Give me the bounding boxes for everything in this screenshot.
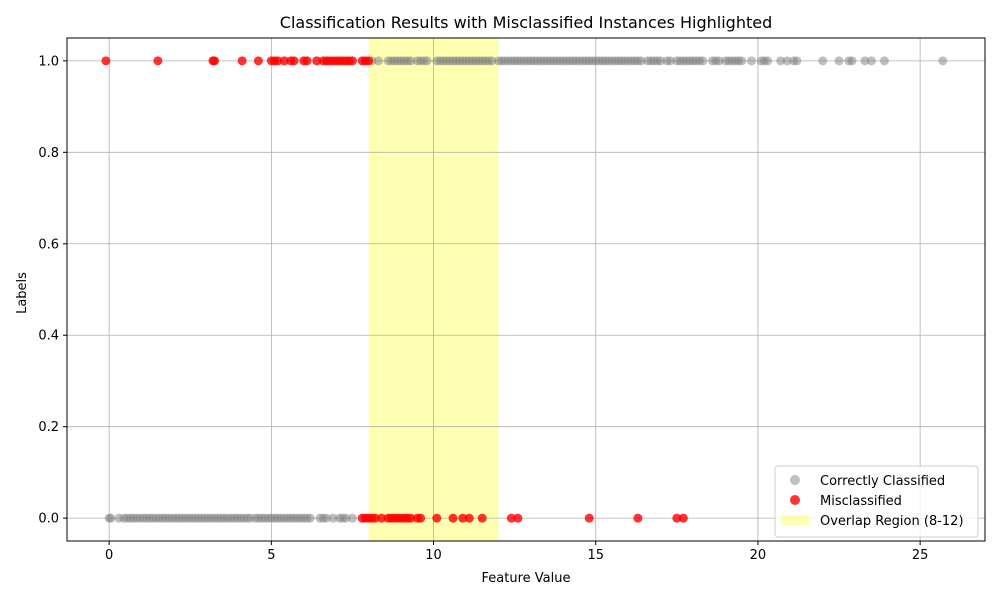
misclassified-point <box>432 513 442 523</box>
x-axis-label: Feature Value <box>482 571 571 586</box>
misclassified-point <box>370 513 380 523</box>
correct-point <box>834 56 844 66</box>
correct-point <box>866 56 876 66</box>
misclassified-point <box>513 513 523 523</box>
correct-point <box>106 513 116 523</box>
correct-point <box>818 56 828 66</box>
correct-point <box>737 56 747 66</box>
correct-point <box>847 56 857 66</box>
legend: Correctly Classified Misclassified Overl… <box>774 465 979 538</box>
misclassified-point <box>273 56 283 66</box>
misclassified-point <box>253 56 263 66</box>
misclassified-point <box>477 513 487 523</box>
correct-point <box>373 56 383 66</box>
misclassified-point <box>302 56 312 66</box>
y-tick-label: 0.8 <box>38 146 59 161</box>
y-tick-label: 0.2 <box>38 420 59 435</box>
correct-point <box>328 513 338 523</box>
correct-point <box>782 56 792 66</box>
misclassified-point <box>633 513 643 523</box>
axes-frame <box>66 37 986 542</box>
correct-point <box>879 56 889 66</box>
misclassified-point <box>678 513 688 523</box>
misclassified-point <box>237 56 247 66</box>
correct-point <box>422 56 432 66</box>
misclassified-point <box>153 56 163 66</box>
misclassified-point <box>101 56 111 66</box>
misclassified-point <box>289 56 299 66</box>
x-tick-label: 20 <box>750 548 767 563</box>
y-tick-label: 0.6 <box>38 237 59 252</box>
legend-correct-label: Correctly Classified <box>820 474 945 489</box>
misclassified-point <box>210 56 220 66</box>
misclassified-point <box>279 56 289 66</box>
correct-point <box>656 56 666 66</box>
correct-point <box>406 56 416 66</box>
misclassified-point <box>448 513 458 523</box>
legend-misclassified-label: Misclassified <box>820 494 902 509</box>
misclassified-point <box>672 513 682 523</box>
x-tick-label: 15 <box>587 548 604 563</box>
correct-point <box>636 56 646 66</box>
x-tick-label: 0 <box>105 548 113 563</box>
x-tick-label: 10 <box>425 548 442 563</box>
correct-point <box>698 56 708 66</box>
misclassified-point <box>464 513 474 523</box>
correct-point <box>860 56 870 66</box>
correct-point <box>792 56 802 66</box>
misclassified-point <box>458 513 468 523</box>
correct-point <box>938 56 948 66</box>
correct-point <box>776 56 786 66</box>
misclassified-point <box>377 513 387 523</box>
misclassified-point <box>347 56 357 66</box>
chart-title: Classification Results with Misclassifie… <box>280 13 772 32</box>
correct-point <box>322 513 332 523</box>
correct-point <box>746 56 756 66</box>
legend-correct-marker <box>790 475 800 485</box>
x-tick-label: 25 <box>912 548 929 563</box>
x-tick-label: 5 <box>267 548 275 563</box>
misclassified-point <box>312 56 322 66</box>
y-tick-label: 0.4 <box>38 329 59 344</box>
legend-frame <box>774 465 979 538</box>
misclassified-point <box>406 513 416 523</box>
y-tick-label: 0.0 <box>38 512 59 527</box>
y-axis-label: Labels <box>15 272 30 314</box>
y-tick-label: 1.0 <box>38 54 59 69</box>
correct-point <box>665 56 675 66</box>
correct-point <box>305 513 315 523</box>
correct-point <box>714 56 724 66</box>
legend-misclassified-marker <box>790 495 800 505</box>
misclassified-point <box>416 513 426 523</box>
misclassified-point <box>506 513 516 523</box>
legend-region-label: Overlap Region (8-12) <box>820 514 964 529</box>
correct-point <box>763 56 773 66</box>
misclassified-point <box>584 513 594 523</box>
correct-point <box>487 56 497 66</box>
misclassified-point <box>364 56 374 66</box>
correct-point <box>347 513 357 523</box>
correct-point <box>341 513 351 523</box>
legend-region-swatch <box>781 515 809 525</box>
plot-area: 0 5 10 15 20 25 0.0 0.2 0.4 0.6 0.8 1.0 <box>38 37 986 563</box>
